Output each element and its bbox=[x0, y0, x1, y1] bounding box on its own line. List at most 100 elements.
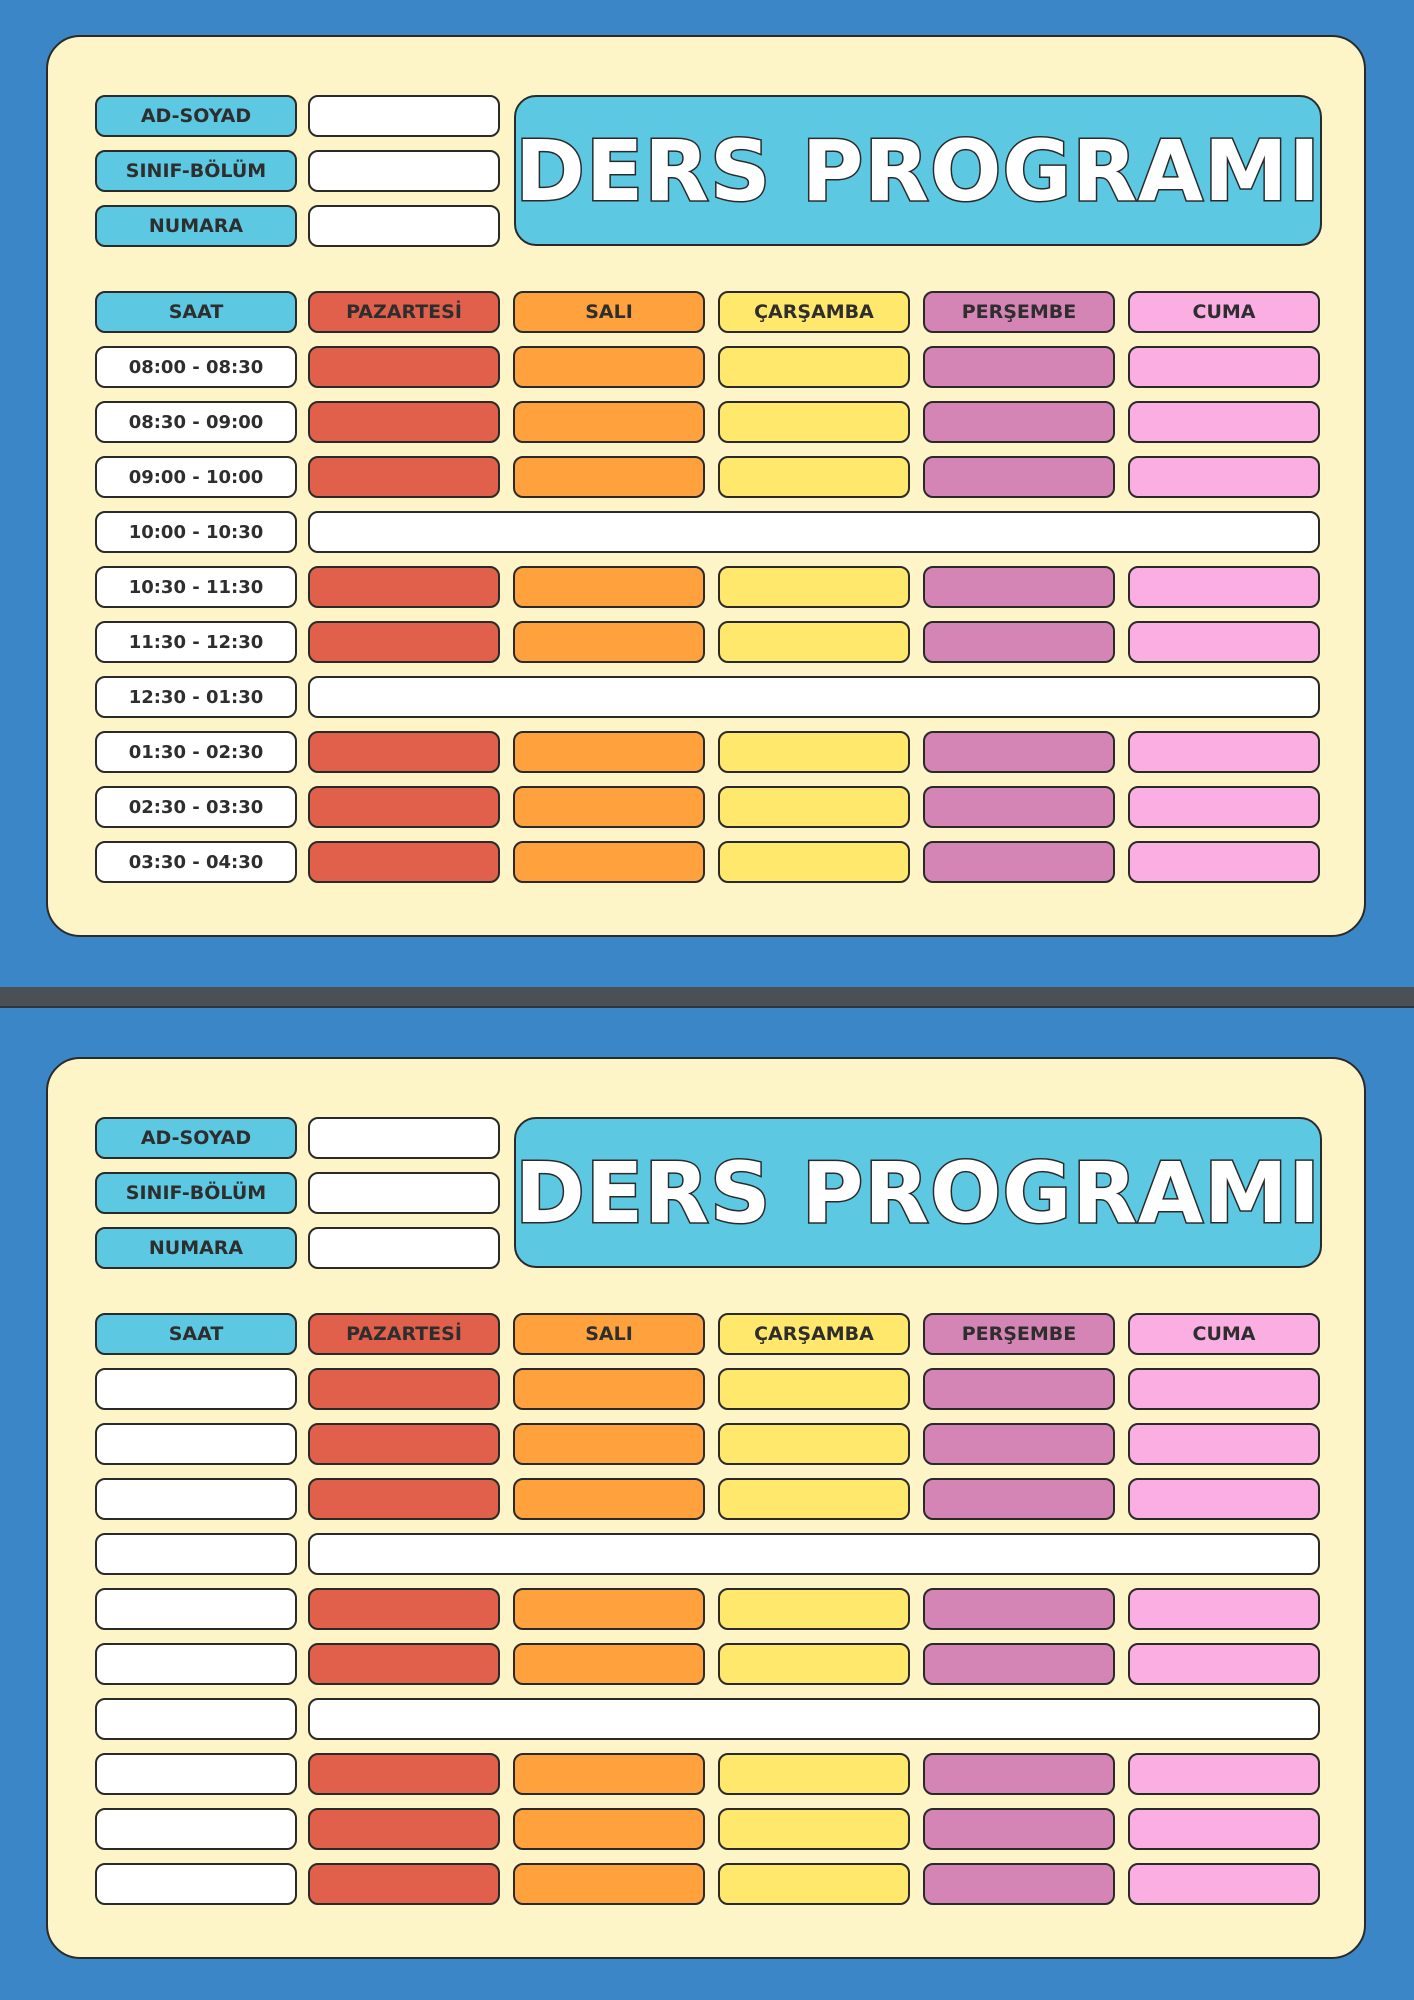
lesson-cell[interactable] bbox=[1128, 401, 1320, 443]
lesson-cell[interactable] bbox=[513, 1808, 705, 1850]
lesson-cell[interactable] bbox=[1128, 566, 1320, 608]
lesson-cell[interactable] bbox=[923, 621, 1115, 663]
lesson-cell[interactable] bbox=[1128, 1643, 1320, 1685]
class-field[interactable] bbox=[308, 1172, 500, 1214]
lesson-cell[interactable] bbox=[923, 456, 1115, 498]
lesson-cell[interactable] bbox=[718, 401, 910, 443]
lesson-cell[interactable] bbox=[308, 841, 500, 883]
lesson-cell[interactable] bbox=[513, 1863, 705, 1905]
lesson-cell[interactable] bbox=[923, 1588, 1115, 1630]
lesson-cell[interactable] bbox=[308, 566, 500, 608]
lesson-cell[interactable] bbox=[923, 786, 1115, 828]
time-cell[interactable] bbox=[95, 1698, 297, 1740]
time-cell[interactable]: 02:30 - 03:30 bbox=[95, 786, 297, 828]
lesson-cell[interactable] bbox=[513, 346, 705, 388]
lesson-cell[interactable] bbox=[308, 621, 500, 663]
lesson-cell[interactable] bbox=[513, 731, 705, 773]
lesson-cell[interactable] bbox=[513, 1368, 705, 1410]
lesson-cell[interactable] bbox=[718, 566, 910, 608]
lesson-cell[interactable] bbox=[1128, 1423, 1320, 1465]
lesson-cell[interactable] bbox=[718, 841, 910, 883]
time-cell[interactable] bbox=[95, 1863, 297, 1905]
lesson-cell[interactable] bbox=[718, 1368, 910, 1410]
lesson-cell[interactable] bbox=[923, 1863, 1115, 1905]
lesson-cell[interactable] bbox=[923, 1643, 1115, 1685]
time-cell[interactable] bbox=[95, 1478, 297, 1520]
lesson-cell[interactable] bbox=[718, 1643, 910, 1685]
lesson-cell[interactable] bbox=[1128, 1863, 1320, 1905]
lesson-cell[interactable] bbox=[718, 786, 910, 828]
lesson-cell[interactable] bbox=[923, 1753, 1115, 1795]
lesson-cell[interactable] bbox=[513, 841, 705, 883]
time-cell[interactable] bbox=[95, 1588, 297, 1630]
lesson-cell[interactable] bbox=[1128, 346, 1320, 388]
time-cell[interactable]: 11:30 - 12:30 bbox=[95, 621, 297, 663]
lesson-cell[interactable] bbox=[308, 731, 500, 773]
lesson-cell[interactable] bbox=[1128, 456, 1320, 498]
time-cell[interactable] bbox=[95, 1423, 297, 1465]
lesson-cell[interactable] bbox=[718, 1753, 910, 1795]
break-cell[interactable] bbox=[308, 676, 1320, 718]
lesson-cell[interactable] bbox=[718, 1808, 910, 1850]
lesson-cell[interactable] bbox=[308, 1368, 500, 1410]
name-field[interactable] bbox=[308, 95, 500, 137]
time-cell[interactable]: 10:30 - 11:30 bbox=[95, 566, 297, 608]
lesson-cell[interactable] bbox=[513, 786, 705, 828]
lesson-cell[interactable] bbox=[308, 1588, 500, 1630]
number-field[interactable] bbox=[308, 1227, 500, 1269]
lesson-cell[interactable] bbox=[1128, 1478, 1320, 1520]
lesson-cell[interactable] bbox=[308, 1753, 500, 1795]
lesson-cell[interactable] bbox=[513, 1478, 705, 1520]
lesson-cell[interactable] bbox=[718, 621, 910, 663]
lesson-cell[interactable] bbox=[1128, 1753, 1320, 1795]
time-cell[interactable] bbox=[95, 1643, 297, 1685]
lesson-cell[interactable] bbox=[923, 566, 1115, 608]
time-cell[interactable]: 03:30 - 04:30 bbox=[95, 841, 297, 883]
number-field[interactable] bbox=[308, 205, 500, 247]
lesson-cell[interactable] bbox=[1128, 1808, 1320, 1850]
lesson-cell[interactable] bbox=[308, 401, 500, 443]
break-cell[interactable] bbox=[308, 1698, 1320, 1740]
time-cell[interactable] bbox=[95, 1533, 297, 1575]
lesson-cell[interactable] bbox=[1128, 1588, 1320, 1630]
time-cell[interactable] bbox=[95, 1368, 297, 1410]
lesson-cell[interactable] bbox=[923, 401, 1115, 443]
lesson-cell[interactable] bbox=[308, 456, 500, 498]
time-cell[interactable] bbox=[95, 1753, 297, 1795]
time-cell[interactable]: 10:00 - 10:30 bbox=[95, 511, 297, 553]
time-cell[interactable]: 12:30 - 01:30 bbox=[95, 676, 297, 718]
lesson-cell[interactable] bbox=[513, 1753, 705, 1795]
lesson-cell[interactable] bbox=[513, 621, 705, 663]
lesson-cell[interactable] bbox=[513, 566, 705, 608]
lesson-cell[interactable] bbox=[513, 1588, 705, 1630]
lesson-cell[interactable] bbox=[718, 1588, 910, 1630]
lesson-cell[interactable] bbox=[513, 456, 705, 498]
time-cell[interactable]: 09:00 - 10:00 bbox=[95, 456, 297, 498]
time-cell[interactable]: 08:00 - 08:30 bbox=[95, 346, 297, 388]
lesson-cell[interactable] bbox=[1128, 1368, 1320, 1410]
lesson-cell[interactable] bbox=[513, 1643, 705, 1685]
lesson-cell[interactable] bbox=[923, 1808, 1115, 1850]
time-cell[interactable]: 08:30 - 09:00 bbox=[95, 401, 297, 443]
break-cell[interactable] bbox=[308, 1533, 1320, 1575]
lesson-cell[interactable] bbox=[923, 1368, 1115, 1410]
lesson-cell[interactable] bbox=[1128, 731, 1320, 773]
lesson-cell[interactable] bbox=[308, 786, 500, 828]
lesson-cell[interactable] bbox=[1128, 786, 1320, 828]
lesson-cell[interactable] bbox=[718, 1863, 910, 1905]
lesson-cell[interactable] bbox=[718, 456, 910, 498]
lesson-cell[interactable] bbox=[308, 1423, 500, 1465]
lesson-cell[interactable] bbox=[1128, 841, 1320, 883]
lesson-cell[interactable] bbox=[308, 1808, 500, 1850]
lesson-cell[interactable] bbox=[1128, 621, 1320, 663]
lesson-cell[interactable] bbox=[923, 841, 1115, 883]
time-cell[interactable]: 01:30 - 02:30 bbox=[95, 731, 297, 773]
lesson-cell[interactable] bbox=[308, 1643, 500, 1685]
lesson-cell[interactable] bbox=[513, 401, 705, 443]
lesson-cell[interactable] bbox=[923, 346, 1115, 388]
class-field[interactable] bbox=[308, 150, 500, 192]
lesson-cell[interactable] bbox=[923, 731, 1115, 773]
name-field[interactable] bbox=[308, 1117, 500, 1159]
lesson-cell[interactable] bbox=[718, 1478, 910, 1520]
break-cell[interactable] bbox=[308, 511, 1320, 553]
